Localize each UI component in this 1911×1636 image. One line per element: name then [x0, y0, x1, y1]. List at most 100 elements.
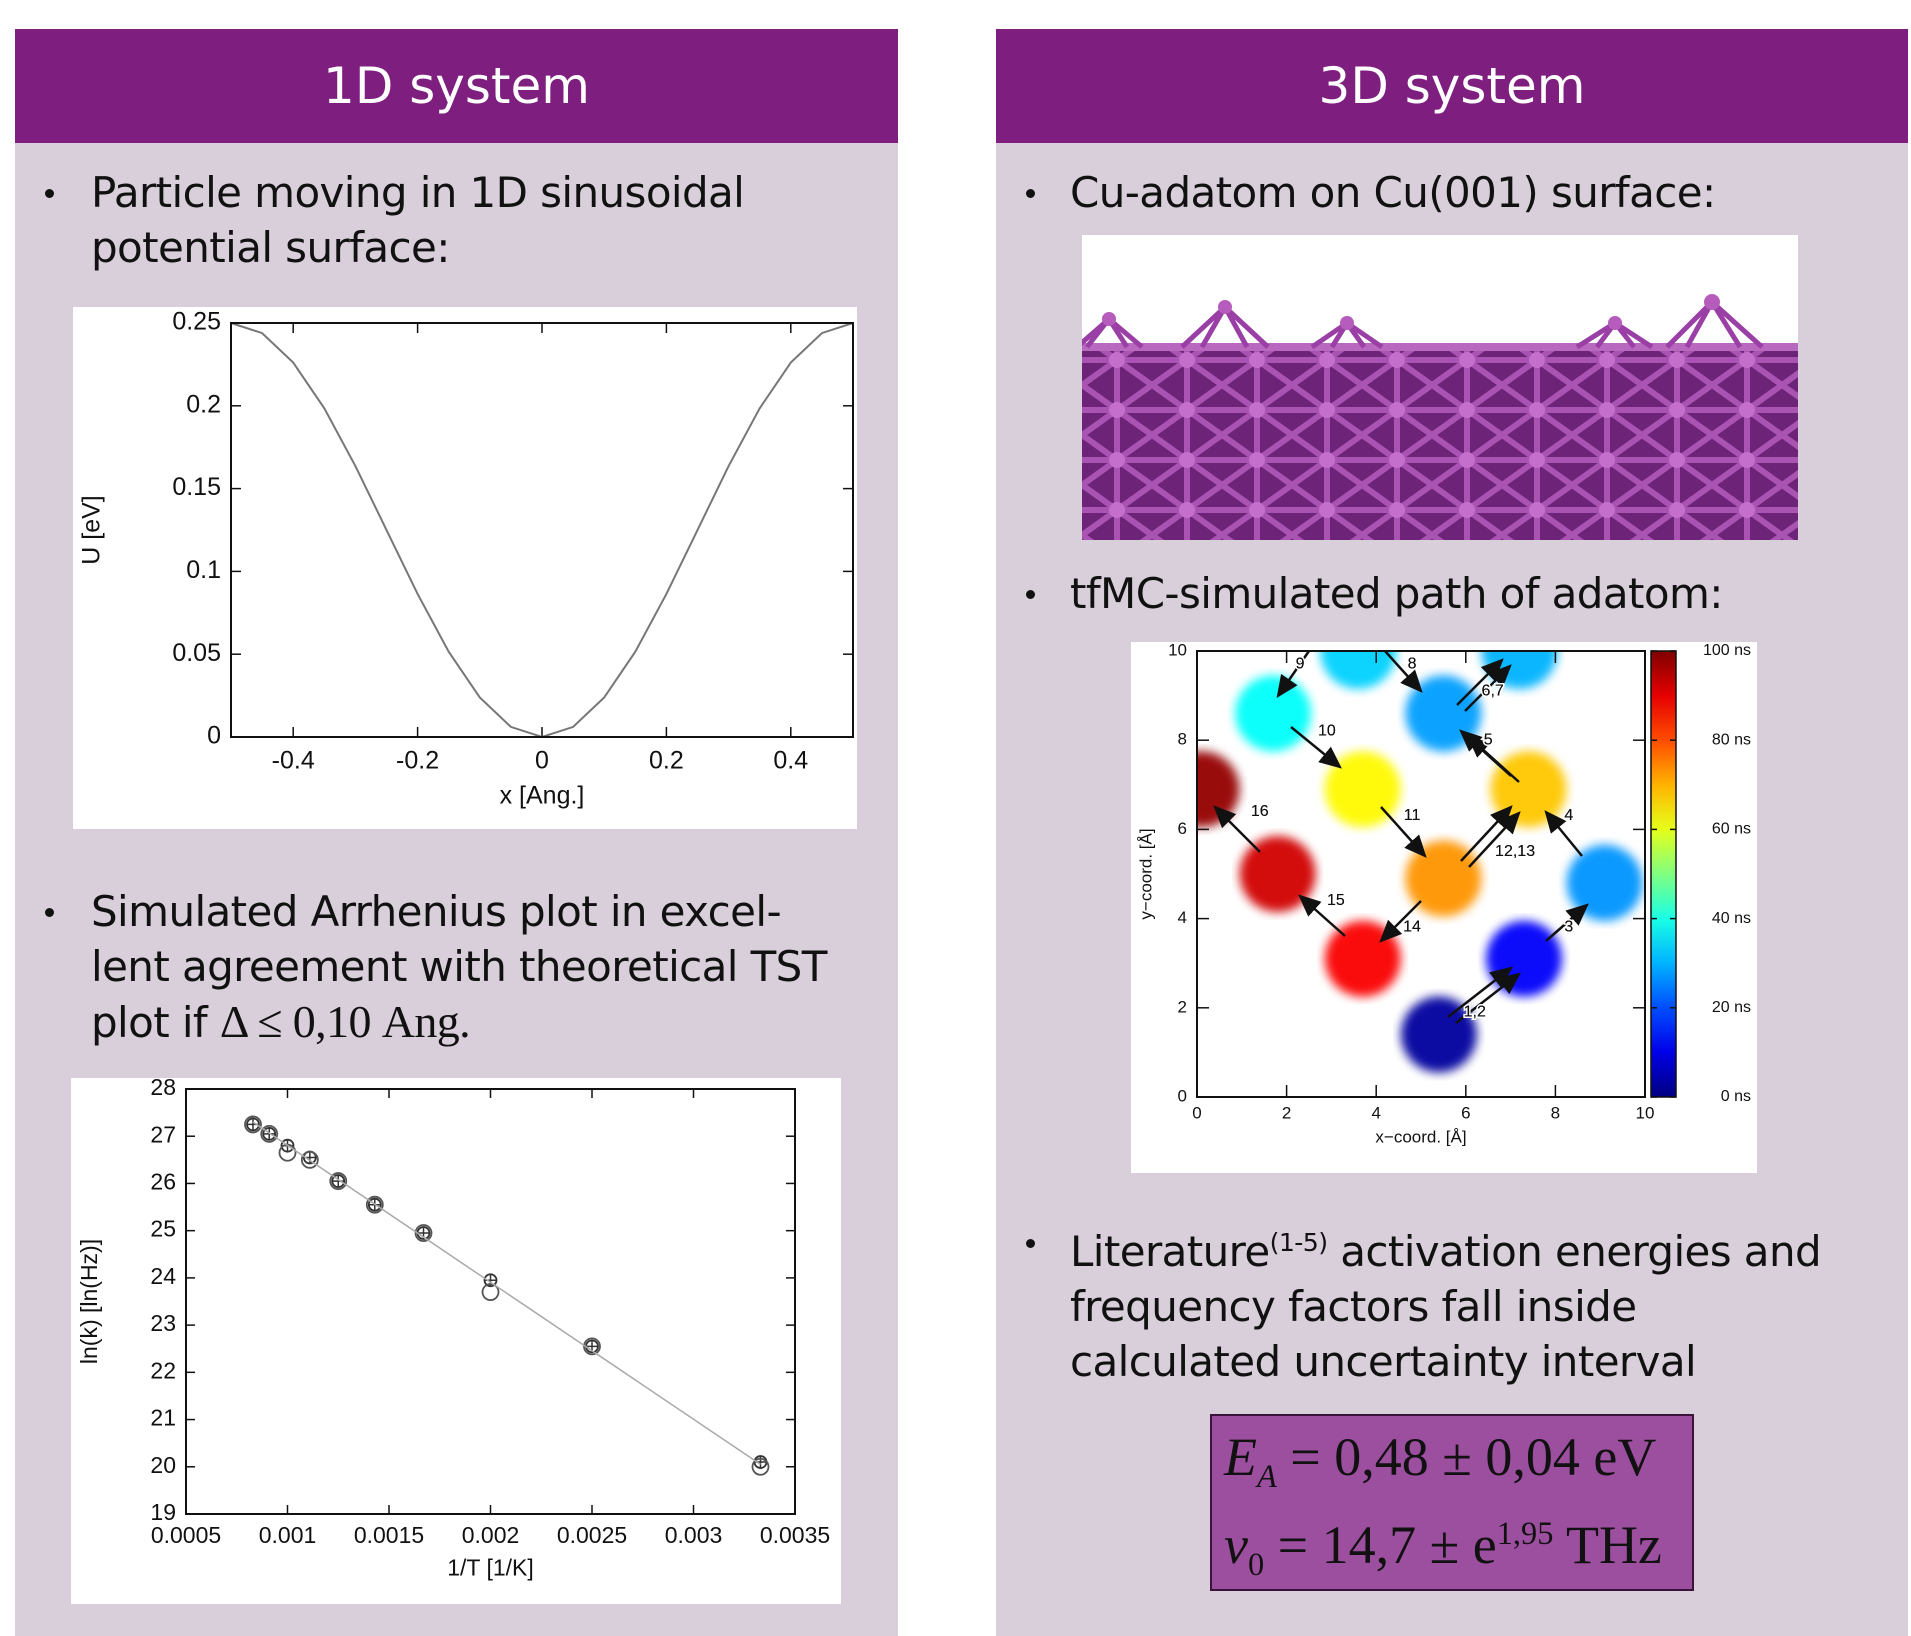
x-tick-label: 0: [535, 747, 549, 775]
y-tick-label: 20: [150, 1452, 176, 1478]
path-step-label: 15: [1327, 892, 1345, 909]
x-tick-label: 4: [1371, 1103, 1380, 1122]
x-axis-label: 1/T [1/K]: [447, 1554, 534, 1580]
path-step-label: 9: [1296, 656, 1305, 673]
panel-header: 1D system: [15, 29, 898, 143]
y-tick-label: 0.15: [172, 473, 221, 501]
bullet: [45, 189, 54, 198]
x-tick-label: 0.0015: [354, 1522, 424, 1548]
y-tick-label: 10: [1168, 642, 1187, 659]
y-tick-label: 0: [1178, 1086, 1187, 1105]
x-axis-label: x−coord. [Å]: [1375, 1127, 1466, 1146]
panel-header: 3D system: [996, 29, 1908, 143]
path-step-label: 12,13: [1495, 843, 1535, 860]
text-line: Particle moving in 1D sinusoidal: [91, 165, 744, 220]
cluster: [1486, 921, 1562, 997]
y-tick-label: 23: [150, 1310, 176, 1336]
y-tick-label: 0.25: [172, 308, 221, 336]
subscript: A: [1257, 1459, 1277, 1495]
plot-frame: [231, 323, 853, 737]
unit: THz: [1566, 1515, 1662, 1575]
y-tick-label: 0.2: [186, 390, 221, 418]
text: plot if: [91, 998, 207, 1047]
bullet-text: Literature(1-5) activation energies and …: [1070, 1215, 1821, 1389]
path-step-label: 6,7: [1482, 682, 1504, 699]
path-step-label: 8: [1408, 656, 1417, 673]
y-tick-label: 0: [207, 722, 221, 750]
y-tick-label: 25: [150, 1216, 176, 1242]
symbol: E: [1224, 1427, 1257, 1487]
path-step-label: 10: [1318, 722, 1336, 739]
cluster: [1235, 675, 1311, 751]
bullet-text: Particle moving in 1D sinusoidal potenti…: [91, 165, 744, 275]
text: activation energies and: [1340, 1227, 1821, 1276]
data-line: [231, 323, 853, 737]
subscript: 0: [1248, 1547, 1264, 1583]
y-tick-label: 2: [1178, 997, 1187, 1016]
y-tick-label: 26: [150, 1169, 176, 1195]
x-tick-label: 0.4: [773, 747, 808, 775]
y-tick-label: 6: [1178, 819, 1187, 838]
x-tick-label: 0.001: [259, 1522, 317, 1548]
text-line: tfMC-simulated path of adatom:: [1070, 566, 1723, 621]
math: Δ ≤ 0,10 Ang.: [220, 996, 470, 1047]
y-tick-label: 27: [150, 1121, 176, 1147]
formula-line: ν0 = 14,7 ± e1,95 THz: [1224, 1514, 1662, 1584]
y-tick-label: 8: [1178, 730, 1187, 749]
path-step-label: 3: [1564, 919, 1573, 936]
text-line: Literature(1-5) activation energies and: [1070, 1215, 1821, 1279]
y-tick-label: 24: [150, 1263, 176, 1289]
x-axis-label: x [Ang.]: [500, 782, 585, 810]
bullet: [1026, 189, 1035, 198]
x-tick-label: 0: [1192, 1103, 1201, 1122]
y-tick-label: 4: [1178, 908, 1187, 927]
path-step-label: 5: [1484, 731, 1493, 748]
y-axis-label: U [eV]: [78, 495, 106, 564]
colorbar-tick-label: 100 ns: [1703, 642, 1751, 659]
formula-text: = 0,48 ± 0,04 eV: [1290, 1427, 1656, 1487]
colorbar-tick-label: 20 ns: [1712, 999, 1751, 1016]
y-tick-label: 28: [150, 1078, 176, 1100]
bullet-text: Simulated Arrhenius plot in excel- lent …: [91, 884, 827, 1050]
y-axis-label: ln(k) [ln(Hz)]: [76, 1239, 102, 1364]
plot-frame: [186, 1089, 795, 1514]
y-tick-label: 0.05: [172, 639, 221, 667]
x-tick-label: 2: [1282, 1103, 1291, 1122]
text-line: frequency factors fall inside: [1070, 1279, 1821, 1334]
y-tick-label: 21: [150, 1405, 176, 1431]
symbol: ν: [1224, 1515, 1248, 1575]
x-tick-label: 6: [1461, 1103, 1470, 1122]
bullet-text: Cu-adatom on Cu(001) surface:: [1070, 165, 1716, 220]
path-step-label: 14: [1403, 919, 1421, 936]
x-tick-label: -0.4: [272, 747, 315, 775]
bullet: [1026, 590, 1035, 599]
x-tick-label: 0.0005: [151, 1522, 221, 1548]
colorbar-tick-label: 0 ns: [1721, 1088, 1751, 1105]
x-tick-label: 10: [1636, 1103, 1655, 1122]
cluster: [1163, 751, 1239, 827]
x-tick-label: 0.003: [665, 1522, 723, 1548]
superscript: 1,95: [1497, 1516, 1554, 1552]
x-tick-label: -0.2: [396, 747, 439, 775]
cluster: [1567, 845, 1643, 921]
y-tick-label: 0.1: [186, 556, 221, 584]
bullet: [45, 908, 54, 917]
cluster: [1320, 642, 1396, 689]
text-line: plot if Δ ≤ 0,10 Ang.: [91, 994, 827, 1050]
text-line: calculated uncertainty interval: [1070, 1334, 1821, 1389]
path-step-label: 1,2: [1464, 1003, 1486, 1020]
path-step-label: 16: [1251, 803, 1269, 820]
surface-render: [1082, 235, 1798, 540]
path-step-label: 11: [1404, 807, 1421, 824]
formula-box: EA = 0,48 ± 0,04 eV ν0 = 14,7 ± e1,95 TH…: [1210, 1414, 1694, 1591]
citation: (1-5): [1270, 1228, 1328, 1257]
text-line: Simulated Arrhenius plot in excel-: [91, 884, 827, 939]
colorbar-tick-label: 80 ns: [1712, 731, 1751, 748]
page: 1D system 3D system Particle moving in 1…: [0, 0, 1911, 1636]
chart-box: 02468100246810x−coord. [Å]y−coord. [Å] 1…: [1131, 642, 1757, 1173]
x-tick-label: 0.0035: [760, 1522, 830, 1548]
text-line: lent agreement with theoretical TST: [91, 939, 827, 994]
